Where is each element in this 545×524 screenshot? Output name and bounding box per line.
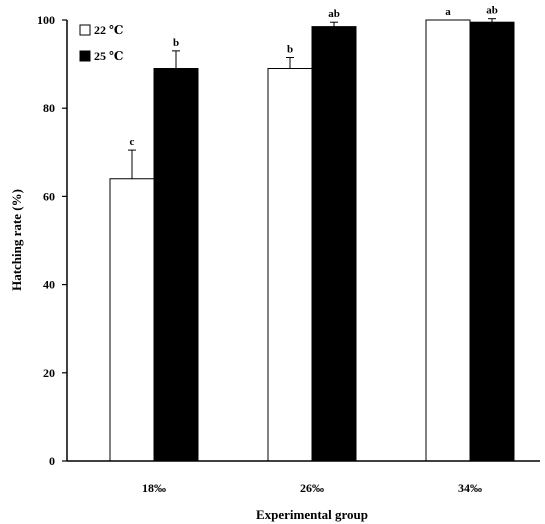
error-bars-layer: [128, 18, 496, 179]
y-axis-label: Hatching rate (%): [9, 189, 24, 291]
bar-series-1: [109, 178, 155, 462]
legend: 22 ℃ 25 ℃: [79, 23, 123, 63]
legend-label-25c: 25 ℃: [94, 49, 123, 63]
y-tick-label: 0: [49, 454, 55, 468]
x-axis-label: Experimental group: [256, 507, 368, 522]
y-tick-label: 80: [43, 101, 55, 115]
y-tick-label: 60: [43, 189, 55, 203]
x-tick-label: 34‰: [458, 481, 482, 495]
y-tick-label: 100: [37, 13, 55, 27]
legend-label-22c: 22 ℃: [94, 23, 123, 37]
legend-swatch-25c: [79, 50, 91, 62]
y-tick-label: 40: [43, 278, 55, 292]
significance-label: c: [130, 136, 135, 148]
significance-label: ab: [486, 5, 498, 17]
y-ticks: 0 20 40 60 80 100: [37, 13, 67, 468]
x-tick-label: 26‰: [300, 481, 324, 495]
bar-series-1: [267, 68, 313, 462]
bar-series-1: [425, 19, 471, 462]
significance-label: a: [445, 6, 451, 18]
y-tick-label: 20: [43, 366, 55, 380]
bar-series-2: [153, 68, 199, 462]
bars-layer: [109, 19, 515, 462]
significance-label: b: [173, 37, 179, 49]
significance-label: b: [287, 43, 293, 55]
significance-label: ab: [328, 8, 340, 20]
bar-series-2: [469, 21, 515, 462]
bar-series-2: [311, 26, 357, 462]
x-tick-label: 18‰: [142, 481, 166, 495]
x-tick-labels: 18‰ 26‰ 34‰: [142, 481, 482, 495]
legend-swatch-22c: [79, 24, 91, 36]
